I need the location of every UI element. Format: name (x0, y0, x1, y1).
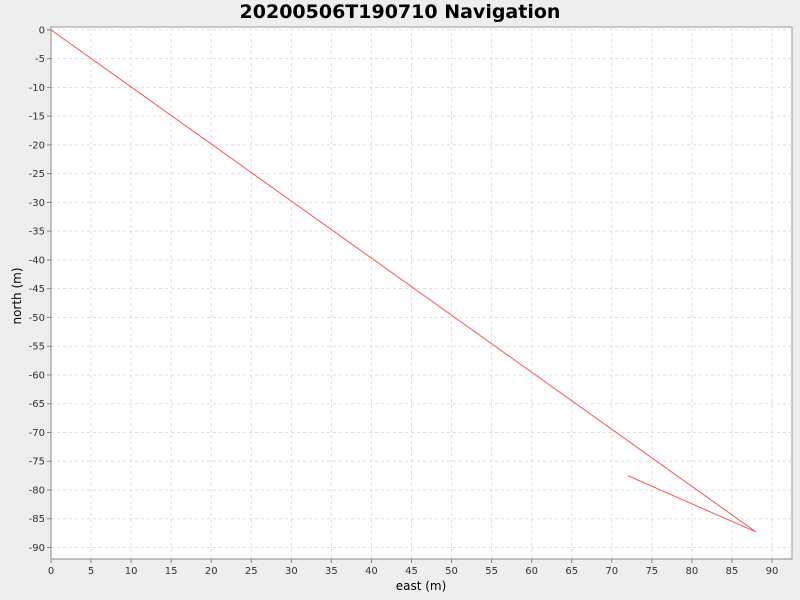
x-tick-label: 55 (485, 566, 498, 577)
y-tick-label: -75 (29, 457, 45, 468)
x-tick-label: 15 (165, 566, 178, 577)
y-tick-label: -50 (29, 313, 45, 324)
plot-area (50, 26, 793, 560)
series-layer (50, 29, 757, 533)
x-tick-label: 60 (525, 566, 538, 577)
x-tick-label: 0 (48, 566, 54, 577)
axes: 0 5 10 15 20 25 30 35 40 45 50 55 60 65 70 75 80 85 90 0 -5 -… (29, 25, 792, 577)
y-tick-label: -55 (29, 342, 45, 353)
y-tick-label: -60 (29, 370, 45, 381)
x-tick-label: 75 (645, 566, 658, 577)
y-tick-label: -25 (29, 169, 45, 180)
y-tick-label: -80 (29, 485, 45, 496)
x-tick-label: 45 (405, 566, 418, 577)
x-tick-label: 35 (325, 566, 338, 577)
series-line (50, 29, 757, 533)
x-tick-label: 20 (205, 566, 218, 577)
x-tick-label: 40 (365, 566, 378, 577)
y-tick-label: -15 (29, 112, 45, 123)
x-axis-label: east (m) (396, 579, 447, 593)
y-tick-label: -30 (29, 198, 45, 209)
y-tick-label: -45 (29, 284, 45, 295)
y-tick-label: -40 (29, 255, 45, 266)
y-tick-label: 0 (39, 25, 45, 36)
chart-title: 20200506T190710 Navigation (240, 1, 561, 23)
y-tick-label: -90 (29, 543, 45, 554)
y-tick-label: -10 (29, 83, 45, 94)
y-tick-label: -20 (29, 140, 45, 151)
x-tick-label: 25 (245, 566, 258, 577)
x-tick-label: 80 (685, 566, 698, 577)
y-tick-label: -35 (29, 227, 45, 238)
y-tick-label: -70 (29, 428, 45, 439)
x-tick-label: 70 (605, 566, 618, 577)
grid-lines (50, 27, 792, 559)
x-tick-label: 5 (88, 566, 94, 577)
x-tick-label: 65 (565, 566, 578, 577)
x-tick-label: 90 (766, 566, 779, 577)
y-tick-label: -85 (29, 514, 45, 525)
x-tick-label: 85 (726, 566, 739, 577)
x-tick-label: 50 (445, 566, 458, 577)
x-tick-label: 10 (125, 566, 138, 577)
y-tick-label: -5 (35, 54, 45, 65)
x-tick-label: 30 (285, 566, 298, 577)
y-tick-label: -65 (29, 399, 45, 410)
y-axis-label: north (m) (10, 267, 24, 324)
